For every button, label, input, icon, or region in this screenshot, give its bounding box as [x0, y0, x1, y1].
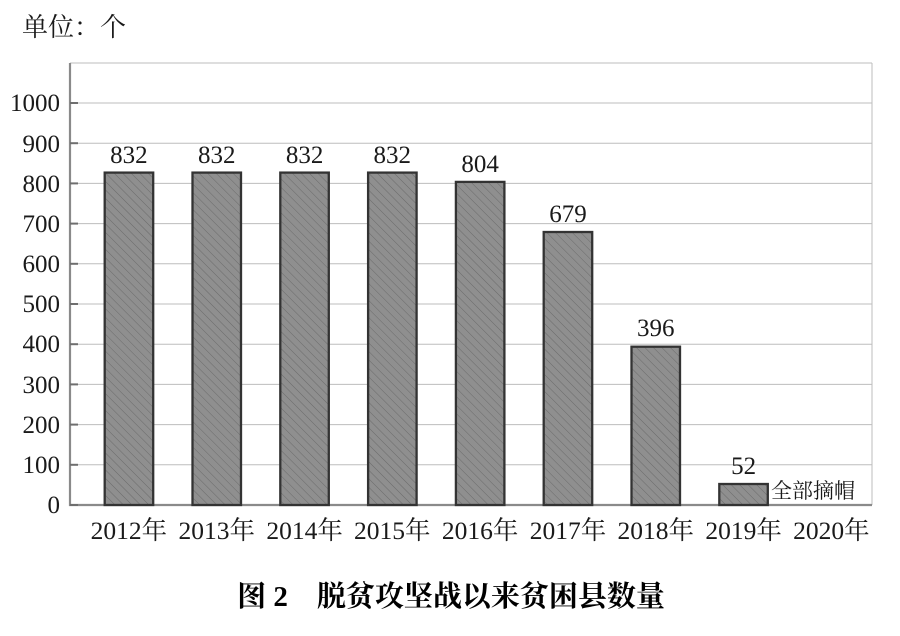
svg-text:100: 100	[23, 452, 61, 479]
svg-text:832: 832	[198, 142, 236, 169]
svg-text:2016年: 2016年	[442, 516, 519, 545]
svg-text:396: 396	[637, 315, 675, 342]
svg-text:832: 832	[286, 142, 324, 169]
svg-text:图 2 脱贫攻坚战以来贫困县数量: 图 2 脱贫攻坚战以来贫困县数量	[237, 580, 665, 613]
svg-text:2012年: 2012年	[91, 516, 168, 545]
svg-text:700: 700	[23, 211, 61, 238]
svg-text:300: 300	[23, 372, 61, 399]
svg-text:2013年: 2013年	[179, 516, 256, 545]
svg-text:900: 900	[23, 131, 61, 158]
svg-text:800: 800	[23, 171, 61, 198]
svg-text:832: 832	[110, 142, 148, 169]
svg-text:679: 679	[549, 201, 587, 228]
svg-text:804: 804	[461, 151, 499, 178]
svg-text:2017年: 2017年	[530, 516, 607, 545]
svg-text:全部摘帽: 全部摘帽	[771, 479, 855, 503]
svg-text:500: 500	[23, 291, 61, 318]
svg-text:200: 200	[23, 412, 61, 439]
svg-text:2020年: 2020年	[793, 516, 870, 545]
svg-text:2018年: 2018年	[618, 516, 695, 545]
svg-text:600: 600	[23, 251, 61, 278]
svg-text:400: 400	[23, 331, 61, 358]
svg-text:单位：个: 单位：个	[22, 13, 126, 42]
svg-text:2019年: 2019年	[705, 516, 782, 545]
svg-text:52: 52	[731, 453, 756, 480]
svg-text:1000: 1000	[10, 90, 60, 117]
svg-text:2015年: 2015年	[354, 516, 431, 545]
svg-text:832: 832	[374, 142, 412, 169]
svg-text:0: 0	[48, 492, 61, 519]
svg-text:2014年: 2014年	[266, 516, 343, 545]
